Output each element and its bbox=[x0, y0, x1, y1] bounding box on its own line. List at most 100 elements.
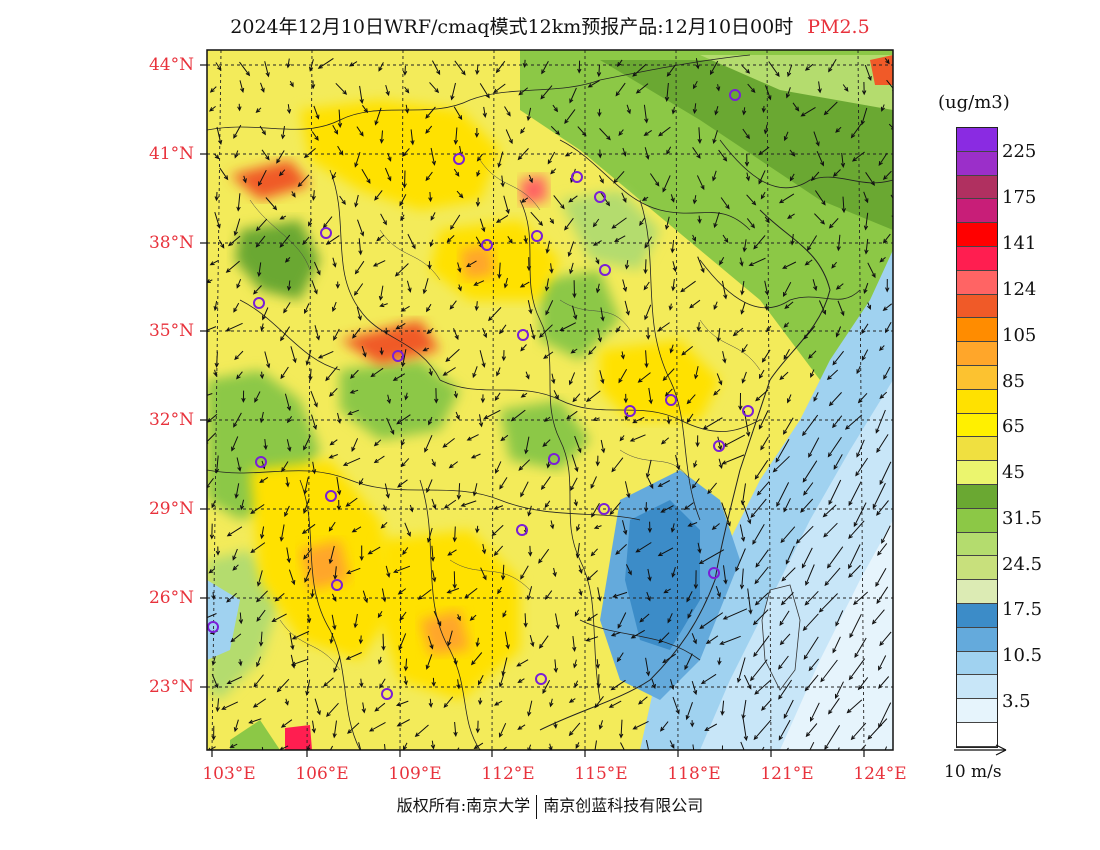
wind-arrow bbox=[409, 504, 414, 513]
wind-arrow bbox=[813, 392, 819, 402]
wind-arrow bbox=[404, 86, 410, 94]
wind-arrow bbox=[645, 657, 651, 677]
wind-arrow bbox=[279, 234, 291, 248]
wind-arrow bbox=[399, 194, 407, 207]
wind-arrow bbox=[281, 461, 289, 473]
wind-arrow bbox=[686, 413, 694, 424]
wind-arrow bbox=[619, 719, 624, 739]
wind-arrow bbox=[238, 612, 244, 625]
wind-arrow bbox=[691, 478, 700, 489]
wind-arrow bbox=[239, 499, 245, 511]
wind-arrow bbox=[790, 233, 795, 246]
wind-arrow bbox=[545, 240, 550, 254]
wind-arrow bbox=[497, 586, 503, 595]
wind-arrow bbox=[425, 171, 433, 182]
wind-arrow bbox=[792, 102, 800, 112]
wind-arrow bbox=[595, 283, 601, 294]
legend-swatch bbox=[957, 484, 997, 509]
wind-arrow bbox=[538, 548, 550, 564]
wind-arrow bbox=[783, 348, 790, 360]
wind-arrow bbox=[544, 500, 551, 509]
wind-arrow bbox=[559, 322, 577, 332]
wind-arrow bbox=[716, 373, 723, 386]
wind-arrow bbox=[284, 257, 291, 263]
wind-arrow bbox=[779, 633, 791, 646]
legend-swatch bbox=[957, 437, 997, 462]
wind-arrow bbox=[820, 659, 838, 683]
wind-arrow bbox=[624, 260, 630, 270]
wind-arrow bbox=[500, 564, 506, 581]
wind-arrow bbox=[622, 147, 627, 157]
wind-arrow bbox=[742, 502, 752, 525]
wind-arrow bbox=[716, 84, 721, 92]
wind-arrow bbox=[414, 724, 429, 738]
wind-arrow bbox=[802, 613, 819, 631]
wind-arrow bbox=[883, 366, 891, 380]
wind-arrow bbox=[782, 261, 797, 269]
wind-arrow bbox=[347, 409, 359, 415]
wind-arrow bbox=[611, 217, 627, 229]
wind-arrow bbox=[311, 461, 317, 475]
wind-arrow bbox=[740, 741, 745, 750]
wind-arrow bbox=[219, 167, 229, 181]
wind-arrow bbox=[822, 504, 837, 518]
legend-label: 24.5 bbox=[1002, 554, 1043, 575]
wind-arrow bbox=[785, 545, 795, 565]
wind-arrow bbox=[526, 107, 532, 122]
wind-arrow bbox=[211, 673, 219, 689]
wind-arrow bbox=[588, 346, 597, 356]
wind-arrow bbox=[575, 542, 581, 559]
wind-arrow bbox=[574, 435, 582, 454]
wind-arrow bbox=[304, 303, 310, 315]
legend-label: 10.5 bbox=[1002, 645, 1043, 666]
wind-arrow bbox=[756, 481, 770, 496]
wind-arrow bbox=[735, 548, 746, 572]
wind-arrow bbox=[542, 679, 551, 695]
wind-arrow bbox=[570, 477, 578, 492]
wind-arrow bbox=[550, 125, 561, 136]
wind-arrow bbox=[739, 524, 746, 543]
wind-arrow bbox=[329, 633, 334, 645]
wind-arrow bbox=[328, 545, 335, 565]
wind-arrow bbox=[630, 629, 645, 639]
wind-arrow bbox=[226, 676, 243, 684]
wind-arrow bbox=[668, 303, 673, 311]
wind-arrow bbox=[431, 60, 441, 76]
wind-arrow bbox=[855, 457, 869, 477]
wind-arrow bbox=[687, 609, 693, 619]
wind-arrow bbox=[746, 194, 757, 206]
wind-arrow bbox=[233, 124, 242, 139]
wind-arrow bbox=[502, 746, 507, 750]
wind-arrow bbox=[433, 610, 442, 627]
wind-arrow bbox=[590, 548, 598, 557]
wind-arrow bbox=[591, 502, 600, 518]
wind-arrow bbox=[875, 567, 887, 587]
wind-arrow bbox=[800, 106, 816, 117]
wind-arrow bbox=[209, 523, 215, 540]
wind-arrow bbox=[214, 211, 221, 229]
wind-arrow bbox=[517, 678, 525, 684]
wind-arrow bbox=[568, 722, 581, 737]
wind-arrow bbox=[234, 150, 239, 159]
wind-arrow bbox=[403, 676, 408, 686]
legend-swatch bbox=[957, 603, 997, 628]
legend-swatch bbox=[957, 294, 997, 319]
wind-arrow bbox=[615, 326, 621, 333]
wind-arrow bbox=[545, 300, 554, 316]
wind-arrow bbox=[809, 741, 815, 750]
wind-arrow bbox=[567, 241, 575, 257]
legend-colorbar bbox=[956, 127, 998, 748]
wind-arrow bbox=[345, 652, 362, 660]
wind-arrow bbox=[469, 614, 477, 621]
legend-swatch bbox=[957, 389, 997, 414]
wind-arrow bbox=[286, 280, 292, 292]
wind-arrow bbox=[721, 280, 728, 300]
wind-arrow bbox=[823, 101, 838, 116]
wind-arrow bbox=[599, 370, 605, 385]
wind-arrow bbox=[374, 702, 386, 712]
wind-arrow bbox=[853, 591, 869, 606]
wind-arrow bbox=[342, 457, 361, 466]
wind-arrow bbox=[543, 351, 554, 359]
wind-arrow bbox=[564, 151, 573, 157]
wind-arrow bbox=[764, 280, 769, 296]
